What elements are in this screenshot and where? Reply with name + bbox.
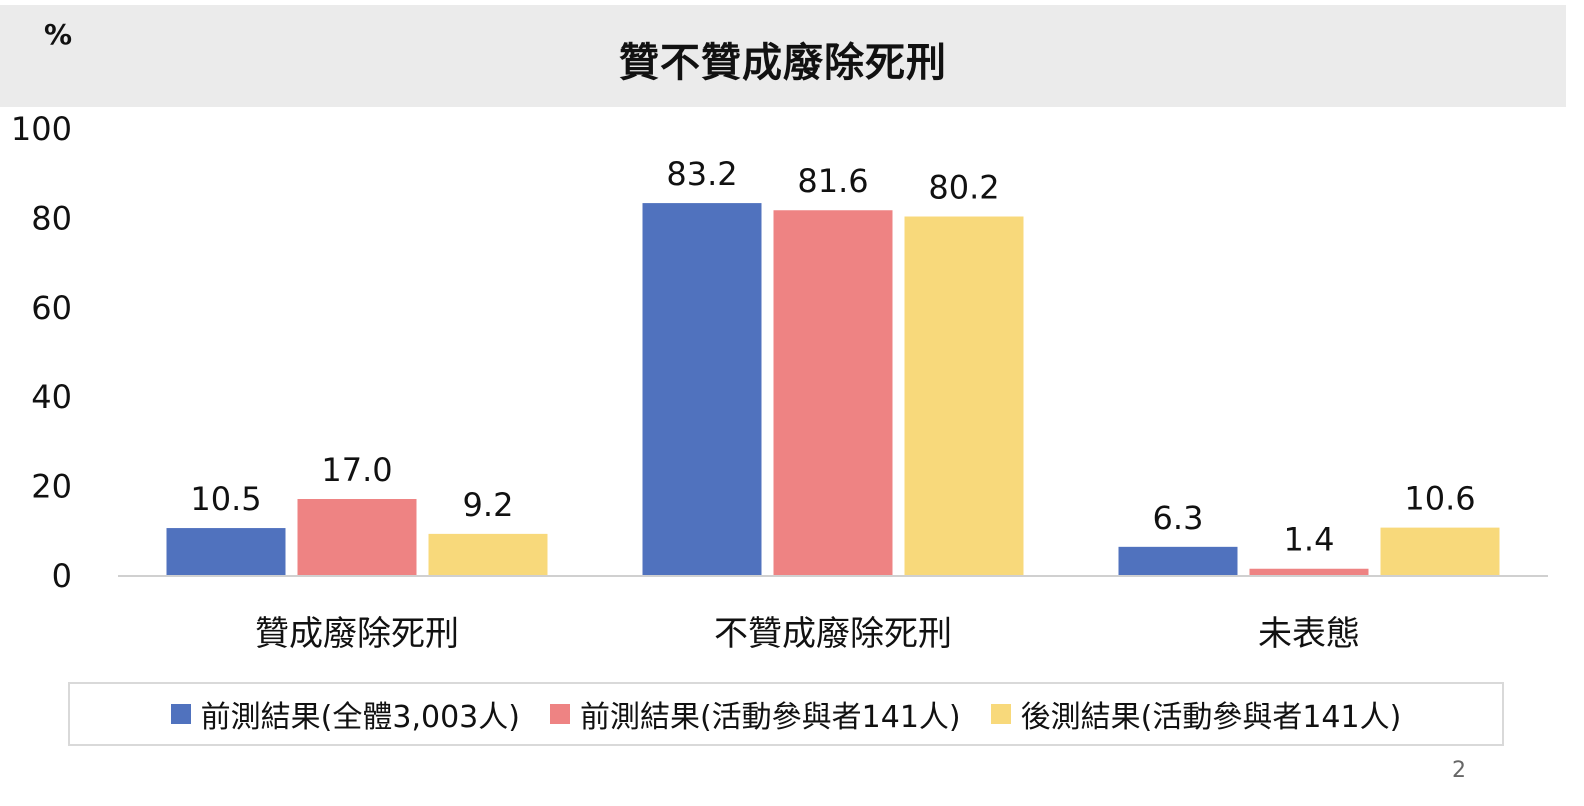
legend-item-pre-participants: 前測結果(活動參與者141人) [549, 692, 961, 736]
bar [773, 210, 893, 576]
bar [297, 499, 417, 575]
y-axis-unit-label: % [44, 18, 73, 51]
legend-label: 前測結果(全體3,003人) [200, 700, 520, 735]
chart-title: 贊不贊成廢除死刑 [619, 40, 947, 86]
legend-swatch-pink [549, 704, 570, 724]
legend-swatch-yellow [990, 704, 1011, 724]
x-tick-label: 不贊成廢除死刑 [714, 614, 952, 654]
page-number: 2 [1452, 758, 1466, 783]
y-tick-label: 60 [31, 289, 72, 327]
title-band [0, 5, 1566, 107]
bar [1118, 546, 1238, 575]
bar [1380, 527, 1500, 575]
data-label: 10.5 [190, 480, 261, 518]
y-tick-label: 20 [31, 468, 72, 506]
legend-label: 後測結果(活動參與者141人) [1020, 700, 1402, 735]
bar [166, 528, 286, 575]
chart-legend: 前測結果(全體3,003人) 前測結果(活動參與者141人) 後測結果(活動參與… [68, 682, 1504, 746]
y-tick-label: 0 [52, 557, 72, 595]
data-label: 10.6 [1404, 480, 1475, 518]
bar [1249, 568, 1369, 575]
x-tick-label: 贊成廢除死刑 [255, 614, 459, 654]
data-label: 17.0 [321, 451, 392, 489]
data-label: 81.6 [797, 162, 868, 200]
x-tick-label: 未表態 [1258, 614, 1360, 654]
legend-swatch-blue [170, 704, 191, 724]
y-tick-label: 80 [31, 199, 72, 237]
bar [428, 533, 548, 575]
legend-item-post-participants: 後測結果(活動參與者141人) [990, 692, 1402, 736]
bar [642, 203, 762, 575]
y-tick-label: 40 [31, 378, 72, 416]
data-label: 6.3 [1153, 499, 1204, 537]
data-label: 9.2 [463, 486, 514, 524]
data-label: 80.2 [928, 169, 999, 207]
data-label: 1.4 [1284, 521, 1335, 559]
y-tick-label: 100 [11, 110, 72, 148]
legend-label: 前測結果(活動參與者141人) [579, 700, 961, 735]
legend-item-pre-all: 前測結果(全體3,003人) [170, 692, 520, 736]
data-label: 83.2 [666, 155, 737, 193]
bar [904, 216, 1024, 576]
